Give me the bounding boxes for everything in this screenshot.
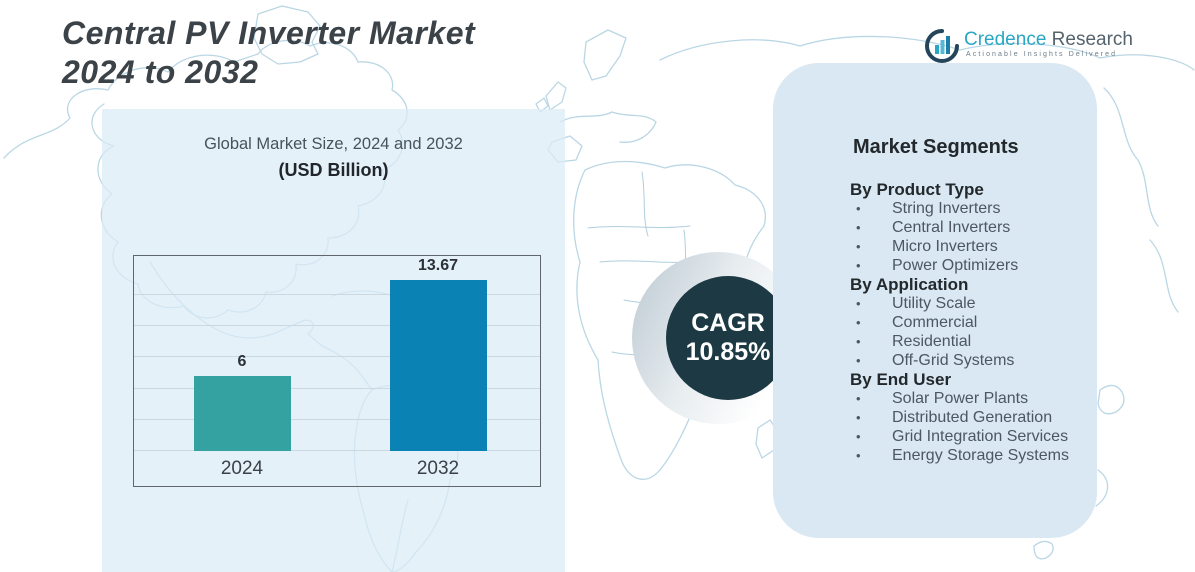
brand-tagline: Actionable Insights Delivered: [966, 51, 1118, 58]
gridline: [134, 325, 540, 326]
bar-value-label: 13.67: [417, 257, 459, 275]
bar-chart: 6 2024 13.67 2032: [133, 255, 541, 487]
page-title: Central PV Inverter Market 2024 to 2032: [62, 14, 622, 92]
segment-item-label: Distributed Generation: [892, 409, 1053, 426]
segment-item-label: Central Inverters: [892, 219, 1011, 236]
bullet-icon: •: [856, 410, 861, 425]
gridline: [134, 450, 540, 451]
segment-item: • Off-Grid Systems: [850, 351, 1085, 370]
bar-category-label: 2024: [220, 458, 264, 479]
segment-item: • String Inverters: [850, 199, 1085, 218]
segment-item: • Residential: [850, 332, 1085, 351]
brand-name-secondary: Research: [1051, 29, 1133, 50]
credence-research-logo: Credence Research Actionable Insights De…: [925, 27, 1175, 71]
gridline: [134, 418, 540, 420]
bar-chart-circle-icon: [925, 29, 959, 63]
brand-name-primary: Credence: [964, 29, 1047, 50]
segment-item-label: Off-Grid Systems: [892, 352, 1015, 369]
segment-item-label: Commercial: [892, 314, 978, 331]
bullet-icon: •: [856, 315, 861, 330]
segment-item-label: Power Optimizers: [892, 257, 1019, 274]
segment-item: • Power Optimizers: [850, 256, 1085, 275]
bullet-icon: •: [856, 220, 861, 235]
chart-background-block: [102, 109, 565, 572]
segment-item: • Grid Integration Services: [850, 427, 1085, 446]
cagr-value: 10.85%: [685, 338, 771, 366]
bullet-icon: •: [856, 448, 861, 463]
bar-category-label: 2032: [416, 458, 460, 479]
page-title-line2: 2024 to 2032: [62, 54, 259, 90]
brand-name: Credence Research: [964, 29, 1133, 51]
bullet-icon: •: [856, 334, 861, 349]
bullet-icon: •: [856, 296, 861, 311]
bullet-icon: •: [856, 239, 861, 254]
segment-item-label: Solar Power Plants: [892, 390, 1029, 407]
cagr-badge: CAGR 10.85%: [666, 276, 790, 400]
bar-2032: [389, 280, 487, 451]
segment-item-label: String Inverters: [892, 200, 1001, 217]
chart-subtitle: (USD Billion): [278, 160, 389, 180]
segment-item-label: Energy Storage Systems: [892, 447, 1069, 464]
segment-item: • Utility Scale: [850, 294, 1085, 313]
segment-item-label: Micro Inverters: [892, 238, 998, 255]
market-segments-list: By Product Type • String Inverters • Central…: [850, 180, 1085, 465]
segment-item: • Solar Power Plants: [850, 389, 1085, 408]
segment-item: • Commercial: [850, 313, 1085, 332]
segment-item: • Distributed Generation: [850, 408, 1085, 427]
segment-item-label: Utility Scale: [892, 295, 976, 312]
gridline: [134, 356, 540, 358]
bar-2024: [193, 376, 291, 451]
bullet-icon: •: [856, 353, 861, 368]
cagr-label: CAGR: [691, 309, 765, 337]
bar-value-label: 6: [237, 353, 247, 370]
segment-item-label: Grid Integration Services: [892, 428, 1069, 445]
segment-group-title: By End User: [850, 370, 952, 389]
market-segments-heading: Market Segments: [853, 136, 1019, 158]
chart-title: Global Market Size, 2024 and 2032: [204, 135, 463, 153]
market-segments-panel: Market Segments By Product Type • String I…: [773, 63, 1097, 538]
segment-group-title: By Product Type: [850, 180, 984, 199]
gridline: [134, 293, 540, 295]
bullet-icon: •: [856, 258, 861, 273]
gridline: [134, 387, 540, 389]
page-title-line1: Central PV Inverter Market: [62, 15, 476, 51]
bullet-icon: •: [856, 201, 861, 216]
segment-item: • Energy Storage Systems: [850, 446, 1085, 465]
bullet-icon: •: [856, 429, 861, 444]
segment-item: • Central Inverters: [850, 218, 1085, 237]
segment-item-label: Residential: [892, 333, 972, 350]
segment-item: • Micro Inverters: [850, 237, 1085, 256]
bullet-icon: •: [856, 391, 861, 406]
segment-group-title: By Application: [850, 275, 969, 294]
